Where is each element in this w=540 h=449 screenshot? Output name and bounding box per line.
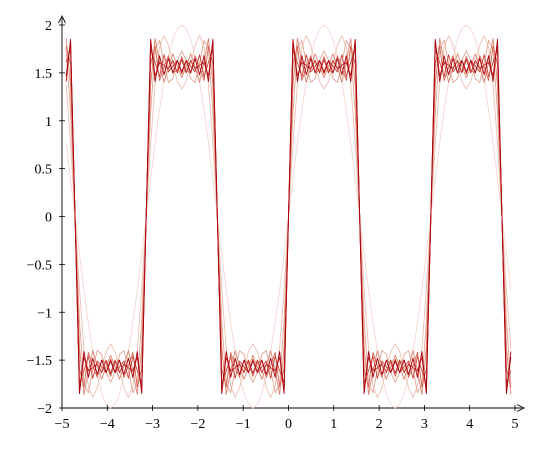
x-tick-label: 4 (466, 417, 473, 432)
x-tick-label: 2 (376, 417, 383, 432)
y-tick-label: 0 (45, 211, 52, 226)
series-line (65, 38, 512, 395)
x-tick-label: 5 (512, 417, 519, 432)
x-tick-label: −2 (190, 417, 205, 432)
ticks: −5 −4 −3 −2 −1 0 1 2 3 4 5 −2 −1.5 −1 −0.5 0 0.5 1 1.5 2 (27, 19, 519, 432)
y-tick-label: −1 (37, 306, 52, 321)
y-tick-label: −0.5 (27, 258, 52, 273)
x-tick-label: −1 (236, 417, 251, 432)
y-tick-label: −1.5 (27, 354, 52, 369)
x-tick-label: 3 (421, 417, 428, 432)
y-tick-label: −2 (37, 402, 52, 417)
y-tick-label: 0.5 (35, 163, 53, 178)
curves (65, 24, 512, 409)
x-tick-label: 1 (330, 417, 337, 432)
x-tick-label: −5 (55, 417, 70, 432)
x-tick-label: −3 (145, 417, 160, 432)
axes (58, 14, 526, 412)
x-axis-arrow (516, 404, 526, 412)
y-tick-label: 1.5 (35, 67, 53, 82)
x-tick-label: 0 (285, 417, 292, 432)
y-tick-label: 1 (45, 115, 52, 130)
y-tick-label: 2 (45, 19, 52, 34)
x-tick-label: −4 (100, 417, 115, 432)
y-axis-arrow (58, 14, 66, 24)
